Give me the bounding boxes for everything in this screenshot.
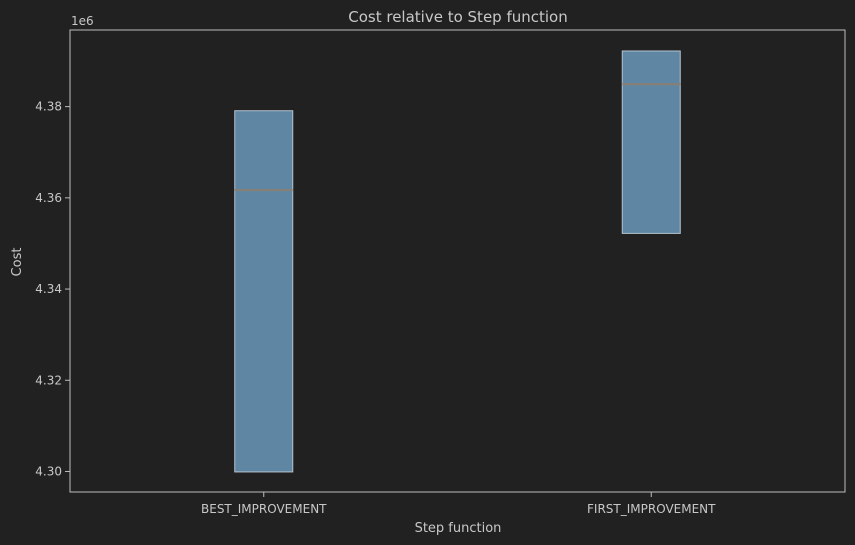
box bbox=[621, 50, 681, 234]
axes-frame bbox=[69, 29, 846, 493]
plot-area: 4.30 4.32 4.34 4.36 4.38 BEST_IMPROVEMENT FIRS… bbox=[35, 29, 846, 516]
y-axis-label: Cost bbox=[10, 248, 25, 277]
y-axis-offset-label: 1e6 bbox=[71, 14, 94, 28]
chart-title: Cost relative to Step function bbox=[348, 8, 568, 26]
y-tick-label: 4.32 bbox=[35, 373, 62, 387]
y-tick-label: 4.34 bbox=[35, 282, 62, 296]
y-tick-label: 4.38 bbox=[35, 100, 62, 114]
x-tick-label: BEST_IMPROVEMENT bbox=[201, 502, 327, 516]
box bbox=[234, 110, 294, 473]
x-tick-label: FIRST_IMPROVEMENT bbox=[587, 502, 716, 516]
y-tick-label: 4.30 bbox=[35, 464, 62, 478]
x-axis-label: Step function bbox=[415, 521, 502, 536]
y-tick-label: 4.36 bbox=[35, 191, 62, 205]
